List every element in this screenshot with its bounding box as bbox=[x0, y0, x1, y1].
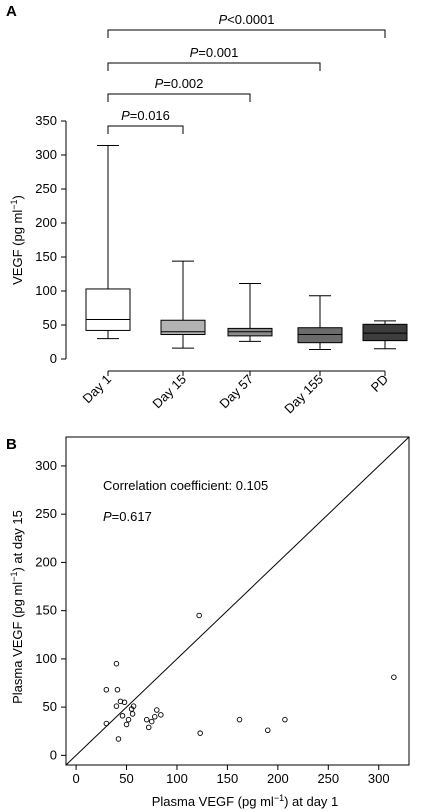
p-value-label: P=0.001 bbox=[190, 45, 239, 60]
scatter-point bbox=[130, 703, 137, 709]
comparison-bracket: P=0.001 bbox=[107, 45, 321, 71]
scatter-point bbox=[115, 736, 122, 742]
scatter-point bbox=[265, 727, 271, 734]
scatter-point bbox=[114, 687, 121, 693]
panel-b-x-tick-label: 300 bbox=[368, 771, 390, 786]
panel-b-axes: 0 50 100 150 200 250 300 0 50 100 150 200 250 300 bbox=[35, 436, 410, 786]
scatter-point bbox=[125, 716, 132, 723]
p-value-label: P=0.016 bbox=[121, 108, 170, 123]
scatter-point bbox=[121, 699, 128, 706]
panel-a-y-tick-label: 350 bbox=[35, 113, 57, 128]
panel-b-x-tick-label: 100 bbox=[166, 771, 188, 786]
scatter-point bbox=[148, 718, 155, 725]
scatter-point bbox=[143, 716, 150, 723]
panel-b: B 0 50 100 150 200 250 300 0 50 100 150 200 250 300 C… bbox=[6, 436, 410, 809]
panel-a-comparison-brackets: P=0.016 P=0.002 P=0.001 P<0.0001 bbox=[107, 12, 386, 134]
bracket-line bbox=[107, 93, 251, 102]
panel-b-y-tick-label: 200 bbox=[35, 554, 57, 569]
panel-a-x-tick-label: Day 1 bbox=[79, 372, 114, 407]
panel-b-x-tick-label: 50 bbox=[119, 771, 133, 786]
panel-b-x-axis-label: Plasma VEGF (pg ml−1) at day 1 bbox=[152, 793, 339, 809]
panel-a-y-tick-label: 50 bbox=[43, 317, 57, 332]
plot-frame bbox=[65, 436, 410, 766]
scatter-point bbox=[113, 660, 120, 667]
scatter-point bbox=[158, 712, 164, 718]
panel-a-y-tick-label: 300 bbox=[35, 147, 57, 162]
panel-a-x-tick-label: PD bbox=[368, 372, 391, 395]
iqr-box bbox=[85, 288, 131, 331]
scatter-point bbox=[129, 711, 136, 717]
panel-a-label: A bbox=[6, 3, 17, 20]
p-value-annotation: P=0.617 bbox=[103, 509, 152, 524]
scatter-point bbox=[103, 687, 110, 693]
identity-line bbox=[65, 436, 410, 766]
panel-a-y-tick-label: 250 bbox=[35, 181, 57, 196]
panel-a: A 0 50 100 150 200 250 300 350 Day 1 Day 15 Day 57… bbox=[6, 3, 408, 416]
panel-b-label: B bbox=[6, 436, 17, 453]
panel-a-axes: 0 50 100 150 200 250 300 350 Day 1 Day 15 Day 57 Da… bbox=[35, 113, 391, 416]
bracket-line bbox=[107, 62, 321, 71]
panel-b-y-tick-label: 100 bbox=[35, 651, 57, 666]
panel-a-boxes bbox=[85, 144, 408, 350]
scatter-point bbox=[197, 730, 203, 736]
box-pd bbox=[362, 320, 408, 350]
box-day-57 bbox=[227, 283, 273, 342]
comparison-bracket: P=0.002 bbox=[107, 76, 251, 102]
scatter-point bbox=[391, 674, 397, 680]
box-day-15 bbox=[160, 260, 206, 349]
scatter-point bbox=[196, 612, 202, 619]
panel-b-x-tick-label: 150 bbox=[217, 771, 239, 786]
panel-b-x-tick-label: 0 bbox=[72, 771, 79, 786]
panel-a-y-tick-label: 100 bbox=[35, 283, 57, 298]
panel-b-y-tick-label: 50 bbox=[43, 699, 57, 714]
box-day-1 bbox=[85, 144, 131, 340]
bracket-line bbox=[107, 125, 184, 134]
panel-a-y-tick-label: 150 bbox=[35, 249, 57, 264]
scatter-point bbox=[236, 716, 243, 723]
comparison-bracket: P<0.0001 bbox=[107, 12, 386, 38]
scatter-point bbox=[282, 716, 288, 723]
panel-b-y-tick-label: 0 bbox=[50, 747, 57, 762]
box-day-155 bbox=[297, 295, 343, 350]
panel-b-x-tick-label: 200 bbox=[267, 771, 289, 786]
iqr-box bbox=[362, 323, 408, 342]
iqr-box bbox=[297, 327, 343, 344]
scatter-point bbox=[123, 721, 130, 728]
iqr-box bbox=[160, 319, 206, 336]
scatter-point bbox=[145, 724, 152, 731]
panel-b-y-axis-label: Plasma VEGF (pg ml−1) at day 15 bbox=[9, 510, 25, 704]
scatter-point bbox=[103, 720, 110, 727]
panel-a-y-axis-label: VEGF (pg ml−1) bbox=[9, 195, 25, 285]
panel-a-y-tick-label: 0 bbox=[50, 351, 57, 366]
panel-b-y-tick-label: 300 bbox=[35, 458, 57, 473]
scatter-point bbox=[119, 713, 126, 719]
p-value-label: P=0.002 bbox=[155, 76, 204, 91]
bracket-line bbox=[107, 29, 386, 38]
comparison-bracket: P=0.016 bbox=[107, 108, 184, 134]
correlation-annotation: Correlation coefficient: 0.105 bbox=[103, 478, 268, 493]
panel-a-x-tick-label: Day 15 bbox=[149, 372, 189, 412]
panel-a-y-tick-label: 200 bbox=[35, 215, 57, 230]
panel-a-x-tick-label: Day 155 bbox=[281, 372, 326, 417]
panel-b-y-tick-label: 250 bbox=[35, 506, 57, 521]
scatter-point bbox=[154, 707, 160, 713]
scatter-point bbox=[152, 714, 158, 720]
panel-b-x-tick-label: 250 bbox=[317, 771, 339, 786]
scatter-point bbox=[113, 703, 120, 709]
panel-b-points bbox=[103, 612, 397, 742]
panel-a-x-tick-label: Day 57 bbox=[216, 372, 256, 412]
panel-b-y-tick-label: 150 bbox=[35, 603, 57, 618]
p-value-label: P<0.0001 bbox=[218, 12, 274, 27]
